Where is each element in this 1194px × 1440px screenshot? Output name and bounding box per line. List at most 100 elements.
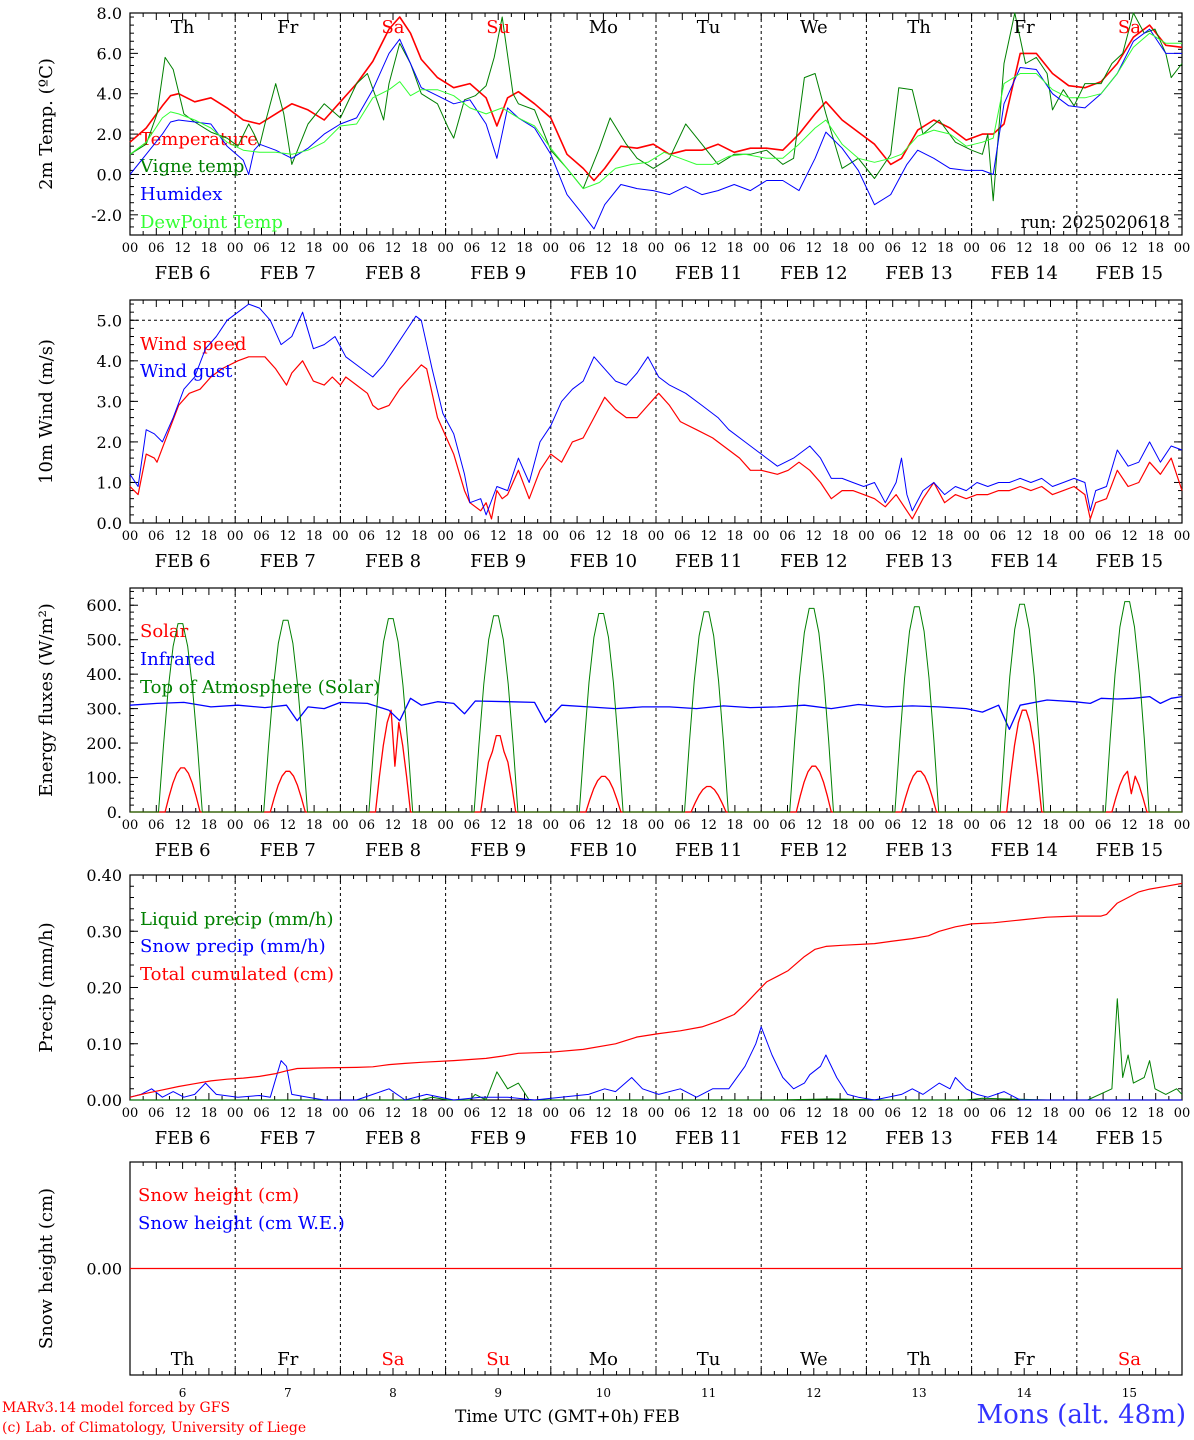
y-tick-label: 4.0 — [97, 352, 122, 371]
y-axis-label: Energy fluxes (W/m²) — [36, 603, 57, 797]
y-tick-label: 100. — [86, 769, 122, 788]
hour-label: 06 — [884, 241, 901, 256]
legend-label: Snow precip (mm/h) — [140, 936, 326, 957]
hour-label: 12 — [280, 818, 297, 833]
hour-label: 18 — [1147, 818, 1164, 833]
hour-label: 18 — [1042, 1106, 1059, 1121]
date-label: FEB 13 — [885, 263, 952, 284]
hour-label: 12 — [700, 241, 717, 256]
y-tick-label: -2.0 — [91, 206, 122, 225]
hour-label: 12 — [1016, 818, 1033, 833]
date-label: FEB 10 — [570, 840, 637, 861]
hour-label: 18 — [937, 1106, 954, 1121]
hour-label: 06 — [990, 1106, 1007, 1121]
weekday-label: Fr — [1014, 17, 1035, 38]
hour-label: 18 — [1147, 241, 1164, 256]
hour-label: 18 — [937, 529, 954, 544]
hour-label: 18 — [411, 529, 428, 544]
weekday-label: Mo — [589, 17, 618, 38]
hour-label: 12 — [385, 241, 402, 256]
hour-label: 12 — [911, 1106, 928, 1121]
hour-label: 18 — [1147, 529, 1164, 544]
hour-label: 00 — [543, 1106, 560, 1121]
hour-label: 00 — [437, 818, 454, 833]
hour-label: 12 — [595, 818, 612, 833]
hour-label: 12 — [490, 529, 507, 544]
hour-label: 00 — [1069, 1106, 1086, 1121]
series-line — [130, 998, 1183, 1101]
series-line — [129, 28, 1182, 230]
hour-label: 06 — [569, 818, 586, 833]
y-tick-label: 600. — [86, 596, 122, 615]
date-label: FEB 9 — [470, 263, 526, 284]
hour-label: 18 — [621, 818, 638, 833]
hour-label: 18 — [411, 1106, 428, 1121]
y-tick-label: 0. — [107, 803, 122, 822]
hour-label: 06 — [148, 818, 165, 833]
hour-label: 18 — [937, 818, 954, 833]
legend-label: Total cumulated (cm) — [140, 964, 334, 985]
hour-label: 00 — [858, 529, 875, 544]
y-axis-label: Snow height (cm) — [36, 1188, 57, 1349]
hour-label: 18 — [306, 818, 323, 833]
hour-label: 12 — [595, 1106, 612, 1121]
hour-label: 06 — [464, 241, 481, 256]
day-number: 15 — [1122, 1386, 1137, 1400]
hour-label: 18 — [1147, 1106, 1164, 1121]
hour-label: 18 — [1042, 241, 1059, 256]
hour-label: 00 — [753, 529, 770, 544]
hour-label: 00 — [1174, 241, 1191, 256]
hour-label: 18 — [411, 818, 428, 833]
y-tick-label: 0.20 — [86, 979, 122, 998]
legend-label: Top of Atmosphere (Solar) — [140, 677, 380, 698]
y-tick-label: 300. — [86, 700, 122, 719]
hour-label: 18 — [832, 1106, 849, 1121]
time-axis-label: Time UTC (GMT+0h) FEB — [455, 1407, 680, 1427]
y-tick-label: 2.0 — [97, 125, 122, 144]
date-label: FEB 10 — [570, 1128, 637, 1149]
hour-label: 00 — [543, 241, 560, 256]
hour-label: 18 — [306, 529, 323, 544]
hour-label: 06 — [674, 241, 691, 256]
date-label: FEB 6 — [155, 263, 211, 284]
hour-label: 18 — [306, 1106, 323, 1121]
legend-label: Solar — [140, 621, 189, 642]
hour-label: 06 — [358, 818, 375, 833]
date-label: FEB 15 — [1096, 263, 1163, 284]
day-number: 10 — [596, 1386, 611, 1400]
hour-label: 12 — [911, 818, 928, 833]
hour-label: 12 — [1121, 529, 1138, 544]
hour-label: 00 — [122, 1106, 139, 1121]
y-tick-label: 200. — [86, 734, 122, 753]
day-number: 9 — [494, 1386, 502, 1400]
hour-label: 06 — [253, 818, 270, 833]
day-number: 13 — [911, 1386, 926, 1400]
y-tick-label: 1.0 — [97, 473, 122, 492]
y-tick-label: 500. — [86, 631, 122, 650]
hour-label: 00 — [227, 241, 244, 256]
date-label: FEB 9 — [470, 551, 526, 572]
hour-label: 00 — [1069, 241, 1086, 256]
hour-label: 12 — [1121, 1106, 1138, 1121]
hour-label: 00 — [963, 818, 980, 833]
hour-label: 12 — [490, 1106, 507, 1121]
hour-label: 12 — [280, 529, 297, 544]
hour-label: 18 — [201, 1106, 218, 1121]
run-label: run: 2025020618 — [1021, 213, 1170, 233]
series-line — [130, 709, 1182, 813]
y-tick-label: 0.30 — [86, 922, 122, 941]
hour-label: 00 — [332, 529, 349, 544]
legend-label: Humidex — [140, 184, 222, 205]
hour-label: 00 — [122, 241, 139, 256]
hour-label: 12 — [595, 529, 612, 544]
hour-label: 18 — [516, 529, 533, 544]
hour-label: 12 — [385, 1106, 402, 1121]
hour-label: 18 — [1042, 529, 1059, 544]
date-label: FEB 14 — [990, 840, 1057, 861]
date-label: FEB 8 — [365, 263, 421, 284]
date-label: FEB 12 — [780, 1128, 847, 1149]
y-tick-label: 0.40 — [86, 866, 122, 885]
date-label: FEB 11 — [675, 263, 742, 284]
date-label: FEB 8 — [365, 840, 421, 861]
hour-label: 00 — [648, 1106, 665, 1121]
